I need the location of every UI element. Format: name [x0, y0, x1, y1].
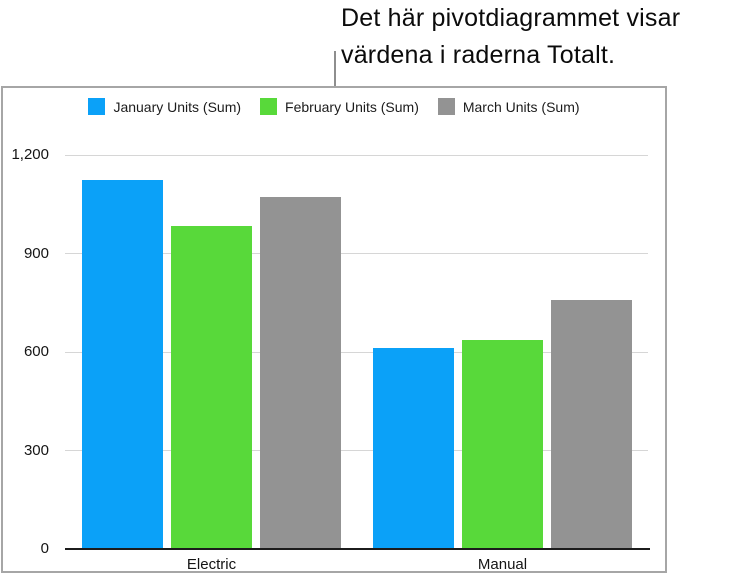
legend-label-february: February Units (Sum): [285, 98, 419, 115]
gridline-300: [65, 450, 648, 451]
legend-item-january[interactable]: January Units (Sum): [88, 98, 241, 115]
legend-swatch-march-icon: [437, 98, 455, 115]
gridline-600: [65, 351, 648, 353]
legend-swatch-january-icon: [88, 98, 106, 115]
chart-legend: January Units (Sum) February Units (Sum)…: [3, 98, 665, 115]
bar-february-electric[interactable]: [171, 226, 252, 548]
x-axis-baseline: [65, 548, 650, 550]
y-axis-label-900: 900: [23, 244, 49, 262]
callout-connector-line: [334, 51, 336, 87]
y-axis-label-600: 600: [23, 343, 49, 360]
pivot-chart-panel: January Units (Sum) February Units (Sum)…: [1, 86, 667, 573]
y-axis-label-0: 0: [40, 540, 49, 557]
category-label-manual: Manual: [477, 556, 528, 573]
bar-march-electric[interactable]: [260, 196, 341, 548]
gridline-900: [65, 253, 648, 254]
legend-label-january: January Units (Sum): [113, 98, 242, 115]
gridline-1200: [65, 154, 648, 156]
legend-label-march: March Units (Sum): [462, 98, 580, 115]
bar-march-manual[interactable]: [551, 300, 632, 548]
callout-text: Det här pivotdiagrammet visar värdena i …: [341, 0, 680, 74]
bar-february-manual[interactable]: [462, 339, 543, 548]
legend-swatch-february-icon: [260, 98, 278, 115]
callout-line-1: Det här pivotdiagrammet visar: [341, 4, 681, 32]
category-label-electric: Electric: [186, 556, 237, 573]
y-axis-label-300: 300: [23, 441, 49, 459]
y-axis-label-1200: 1,200: [11, 146, 49, 163]
callout-line-2: värdena i raderna Totalt.: [341, 41, 616, 69]
bar-january-manual[interactable]: [373, 347, 454, 548]
bar-january-electric[interactable]: [82, 180, 163, 548]
legend-item-february[interactable]: February Units (Sum): [260, 98, 419, 115]
plot-area: [65, 154, 650, 550]
legend-item-march[interactable]: March Units (Sum): [437, 98, 580, 115]
